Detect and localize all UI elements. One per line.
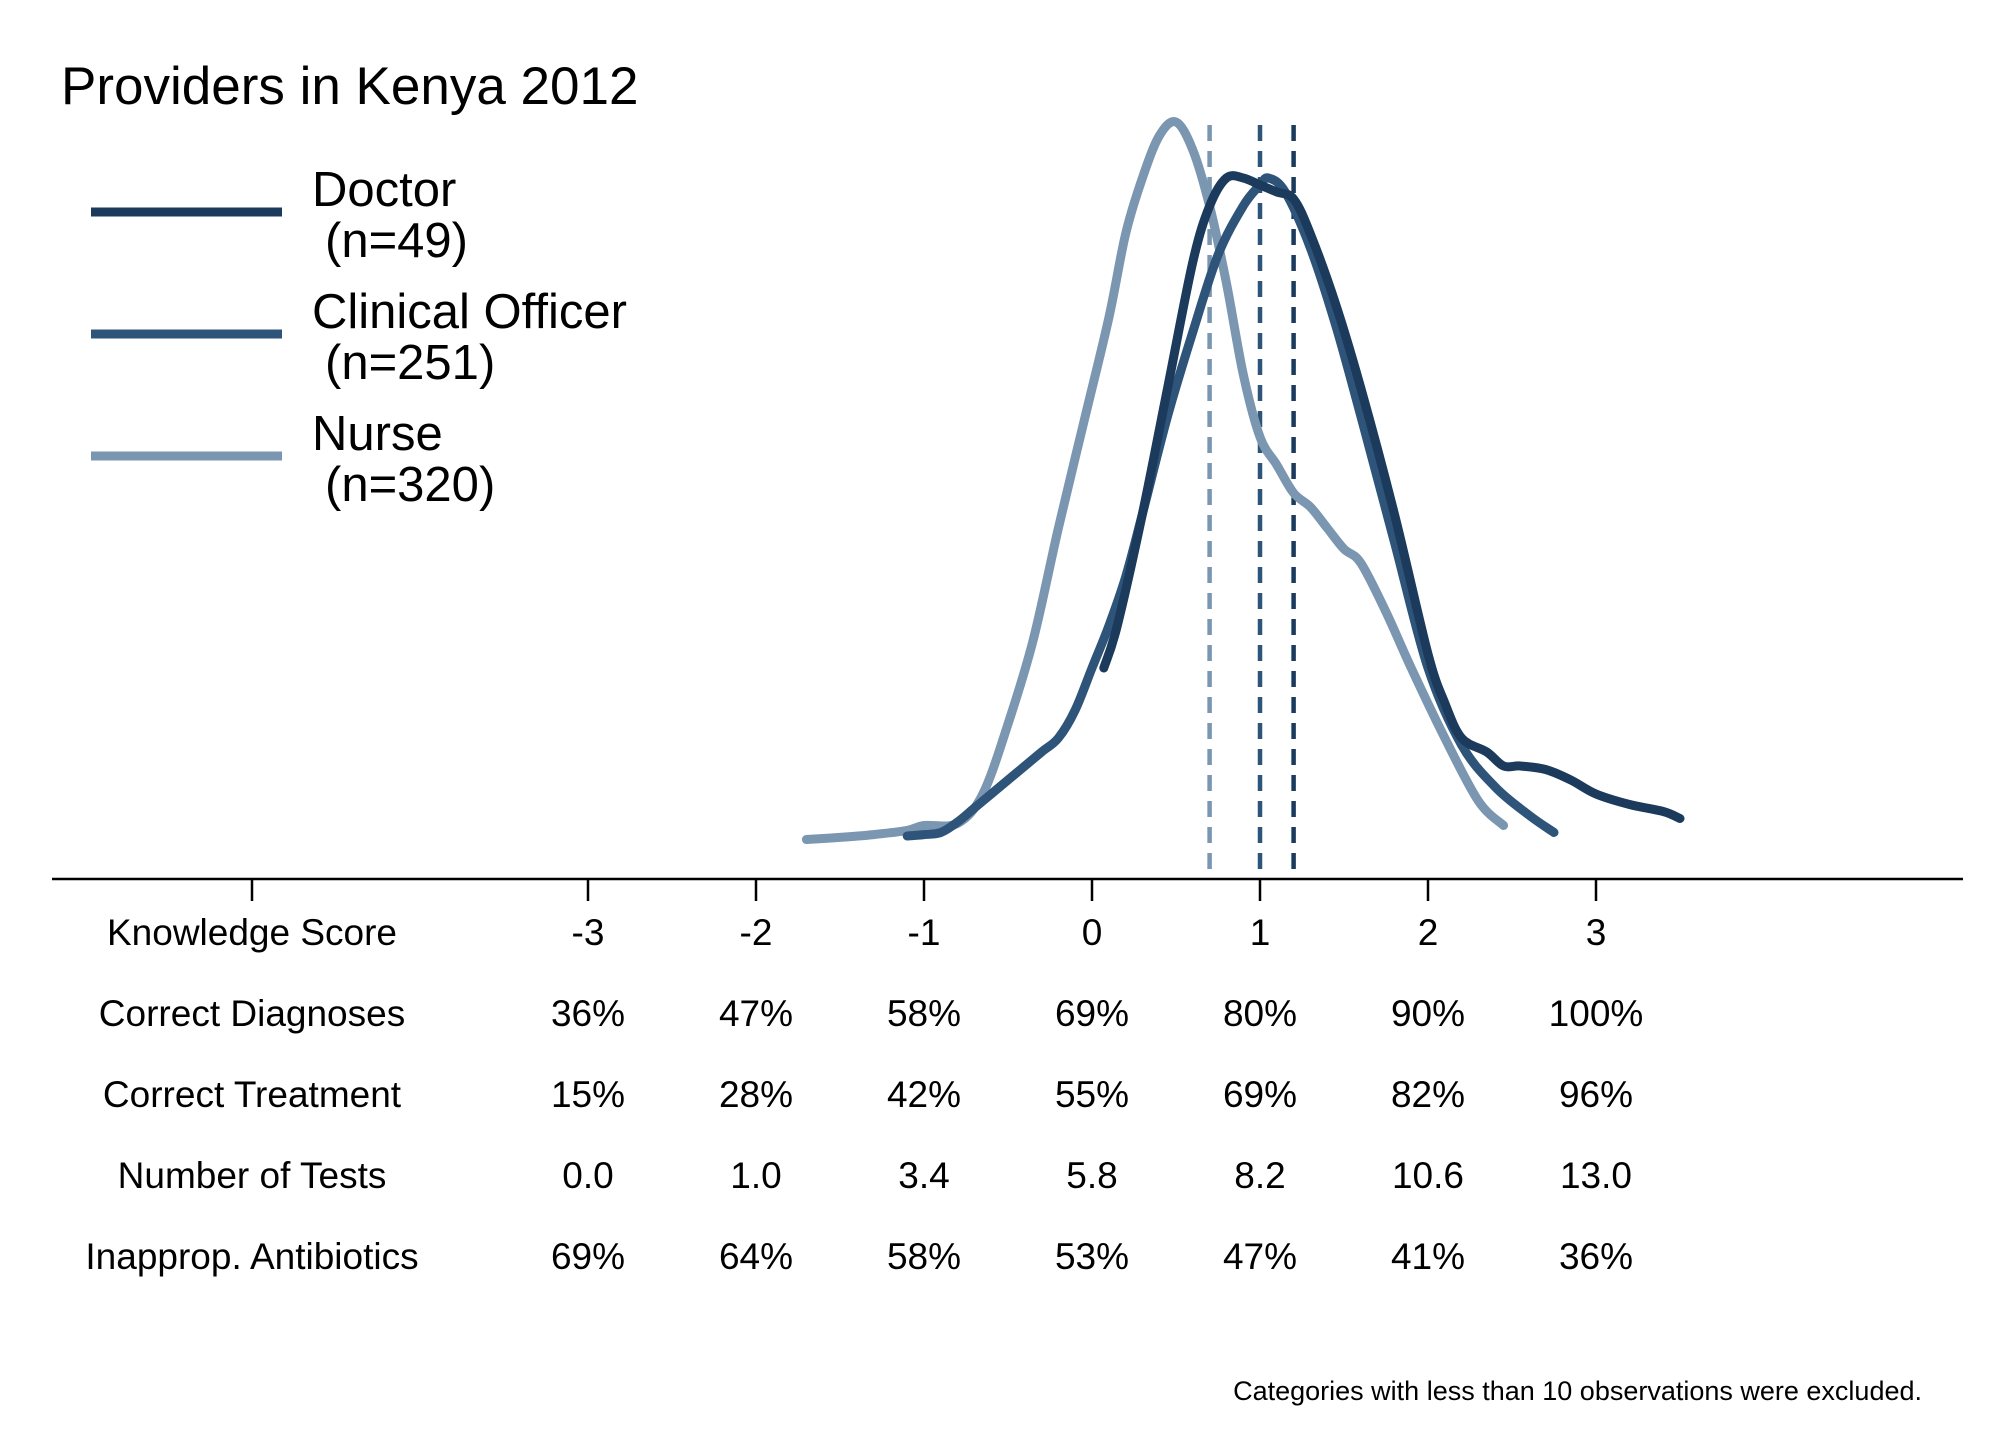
cell-number-of-tests-0: 0.0 (562, 1155, 613, 1196)
cell-knowledge-score-2: -1 (908, 912, 941, 953)
legend-count-nurse: (n=320) (325, 458, 495, 512)
row-label-inapprop-antibiotics: Inapprop. Antibiotics (85, 1236, 418, 1277)
cell-correct-treatment-6: 96% (1559, 1074, 1633, 1115)
mean-lines (1207, 125, 1296, 879)
legend: Doctor(n=49) Clinical Officer(n=251) Nurse… (91, 163, 627, 512)
cell-correct-treatment-4: 69% (1223, 1074, 1297, 1115)
curve-clinical-officer (902, 173, 1559, 841)
cell-correct-treatment-0: 15% (551, 1074, 625, 1115)
cell-inapprop-antibiotics-3: 53% (1055, 1236, 1129, 1277)
cell-number-of-tests-3: 5.8 (1066, 1155, 1117, 1196)
cell-knowledge-score-5: 2 (1418, 912, 1439, 953)
legend-label-nurse: Nurse (312, 407, 443, 461)
legend-label-doctor: Doctor (312, 163, 456, 217)
cell-knowledge-score-3: 0 (1082, 912, 1103, 953)
cell-correct-diagnoses-3: 69% (1055, 993, 1129, 1034)
cell-correct-diagnoses-2: 58% (887, 993, 961, 1034)
cell-correct-treatment-3: 55% (1055, 1074, 1129, 1115)
chart-title: Providers in Kenya 2012 (61, 57, 638, 116)
cell-inapprop-antibiotics-5: 41% (1391, 1236, 1465, 1277)
cell-correct-treatment-2: 42% (887, 1074, 961, 1115)
footnote: Categories with less than 10 observation… (1233, 1376, 1922, 1406)
cell-knowledge-score-1: -2 (740, 912, 773, 953)
cell-knowledge-score-4: 1 (1250, 912, 1271, 953)
cell-correct-treatment-5: 82% (1391, 1074, 1465, 1115)
density-curves (801, 117, 1685, 844)
cell-number-of-tests-6: 13.0 (1560, 1155, 1632, 1196)
cell-inapprop-antibiotics-2: 58% (887, 1236, 961, 1277)
cell-number-of-tests-4: 8.2 (1234, 1155, 1285, 1196)
cell-correct-treatment-1: 28% (719, 1074, 793, 1115)
cell-correct-diagnoses-0: 36% (551, 993, 625, 1034)
cell-number-of-tests-1: 1.0 (730, 1155, 781, 1196)
cell-correct-diagnoses-4: 80% (1223, 993, 1297, 1034)
curve-doctor (1099, 171, 1685, 823)
summary-table: Knowledge Score -3 -2 -1 0 1 2 3 Correct Diagnos… (85, 912, 1643, 1277)
cell-correct-diagnoses-5: 90% (1391, 993, 1465, 1034)
row-label-correct-treatment: Correct Treatment (103, 1074, 402, 1115)
cell-number-of-tests-2: 3.4 (898, 1155, 949, 1196)
cell-knowledge-score-0: -3 (572, 912, 605, 953)
row-label-knowledge-score: Knowledge Score (107, 912, 397, 953)
cell-knowledge-score-6: 3 (1586, 912, 1607, 953)
cell-inapprop-antibiotics-6: 36% (1559, 1236, 1633, 1277)
legend-count-clinical-officer: (n=251) (325, 336, 495, 390)
cell-correct-diagnoses-1: 47% (719, 993, 793, 1034)
cell-inapprop-antibiotics-4: 47% (1223, 1236, 1297, 1277)
legend-count-doctor: (n=49) (325, 214, 468, 268)
row-label-correct-diagnoses: Correct Diagnoses (99, 993, 405, 1034)
legend-label-clinical-officer: Clinical Officer (312, 285, 627, 339)
cell-correct-diagnoses-6: 100% (1549, 993, 1644, 1034)
cell-inapprop-antibiotics-0: 69% (551, 1236, 625, 1277)
cell-number-of-tests-5: 10.6 (1392, 1155, 1464, 1196)
cell-inapprop-antibiotics-1: 64% (719, 1236, 793, 1277)
row-label-number-of-tests: Number of Tests (118, 1155, 387, 1196)
x-axis-ticks (250, 879, 1598, 901)
